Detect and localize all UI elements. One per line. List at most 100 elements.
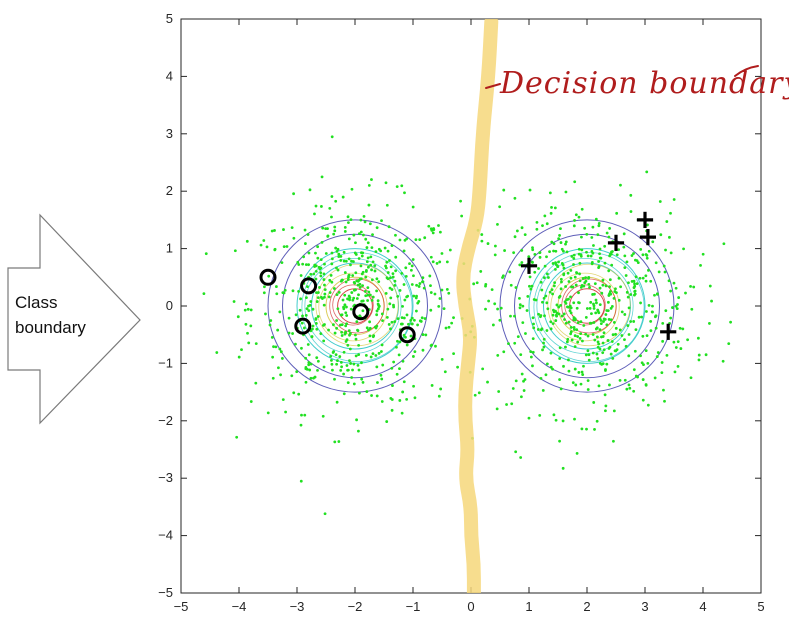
sample-point bbox=[385, 420, 389, 423]
sample-point bbox=[420, 316, 424, 320]
sample-point bbox=[313, 375, 317, 379]
sample-point bbox=[369, 355, 373, 359]
sample-point bbox=[534, 298, 538, 302]
sample-point bbox=[617, 248, 621, 252]
sample-point bbox=[569, 332, 573, 336]
sample-point bbox=[531, 261, 534, 264]
sample-point bbox=[571, 381, 575, 385]
sample-point bbox=[591, 333, 595, 336]
sample-point bbox=[598, 286, 602, 290]
sample-point bbox=[316, 296, 320, 300]
sample-point bbox=[657, 270, 661, 274]
sample-point bbox=[432, 228, 436, 231]
sample-point bbox=[396, 339, 399, 343]
sample-point bbox=[302, 326, 306, 330]
sample-point bbox=[624, 344, 628, 348]
sample-point bbox=[625, 290, 629, 294]
sample-point bbox=[333, 377, 336, 381]
sample-point bbox=[559, 241, 563, 244]
sample-point bbox=[551, 313, 555, 317]
sample-point bbox=[314, 264, 318, 268]
sample-point bbox=[632, 320, 636, 323]
sample-point bbox=[623, 378, 627, 382]
sample-point bbox=[375, 226, 379, 230]
sample-point bbox=[370, 178, 373, 181]
sample-point bbox=[367, 265, 370, 269]
sample-point bbox=[555, 311, 559, 315]
sample-point bbox=[507, 342, 510, 346]
sample-point bbox=[354, 253, 358, 256]
sample-point bbox=[498, 205, 502, 209]
sample-point bbox=[525, 309, 529, 312]
sample-point bbox=[343, 230, 347, 233]
sample-point bbox=[689, 285, 692, 288]
sample-point bbox=[332, 287, 336, 290]
sample-point bbox=[672, 281, 676, 285]
sample-point bbox=[626, 295, 630, 299]
sample-point bbox=[658, 200, 662, 203]
sample-point bbox=[565, 298, 569, 302]
sample-point bbox=[620, 334, 624, 337]
sample-point bbox=[729, 320, 732, 324]
sample-point bbox=[602, 320, 605, 323]
sample-point bbox=[414, 296, 418, 300]
sample-point bbox=[445, 260, 449, 264]
sample-point bbox=[573, 367, 577, 371]
contour-ring-inner bbox=[550, 272, 620, 342]
plus-marker bbox=[660, 323, 677, 340]
sample-point bbox=[368, 334, 372, 338]
sample-point bbox=[215, 351, 219, 354]
sample-point bbox=[511, 387, 515, 390]
sample-point bbox=[367, 183, 371, 187]
sample-point bbox=[271, 355, 275, 359]
sample-point bbox=[518, 303, 522, 307]
decision-boundary-annotation: Decision boundary bbox=[485, 65, 789, 101]
sample-point bbox=[577, 247, 581, 251]
sample-point bbox=[614, 287, 617, 291]
sample-point bbox=[606, 339, 610, 342]
sample-point bbox=[608, 278, 612, 282]
sample-point bbox=[513, 341, 517, 345]
sample-point bbox=[528, 284, 531, 288]
sample-point bbox=[673, 370, 677, 374]
sample-point bbox=[647, 303, 651, 307]
sample-point bbox=[350, 291, 354, 294]
sample-point bbox=[591, 351, 595, 355]
sample-point bbox=[404, 335, 407, 339]
sample-point bbox=[572, 328, 576, 331]
sample-point bbox=[588, 306, 592, 310]
sample-point bbox=[567, 358, 570, 362]
sample-point bbox=[323, 262, 326, 266]
sample-point bbox=[353, 281, 357, 285]
sample-point bbox=[544, 294, 548, 298]
sample-point bbox=[333, 440, 337, 444]
sample-point bbox=[243, 308, 247, 312]
sample-point bbox=[375, 394, 379, 398]
sample-point bbox=[535, 220, 539, 224]
sample-point bbox=[342, 307, 346, 311]
sample-point bbox=[545, 362, 549, 366]
sample-point bbox=[496, 354, 500, 357]
sample-point bbox=[564, 345, 567, 349]
sample-point bbox=[337, 255, 341, 258]
sample-point bbox=[640, 315, 643, 319]
sample-point bbox=[529, 287, 533, 291]
sample-point bbox=[664, 309, 668, 313]
sample-point bbox=[563, 318, 566, 321]
sample-point bbox=[400, 272, 404, 275]
sample-point bbox=[204, 252, 208, 256]
sample-point bbox=[545, 329, 549, 332]
sample-point bbox=[551, 322, 555, 326]
sample-point bbox=[398, 340, 402, 344]
sample-point bbox=[341, 298, 345, 302]
sample-point bbox=[674, 286, 678, 290]
sample-point bbox=[552, 413, 556, 417]
sample-point bbox=[319, 271, 323, 275]
sample-point bbox=[498, 318, 502, 322]
sample-point bbox=[413, 396, 417, 400]
y-tick-label: 5 bbox=[166, 11, 173, 26]
sample-point bbox=[339, 360, 343, 364]
sample-point bbox=[376, 299, 380, 303]
sample-point bbox=[560, 261, 564, 265]
sample-point bbox=[335, 326, 339, 330]
